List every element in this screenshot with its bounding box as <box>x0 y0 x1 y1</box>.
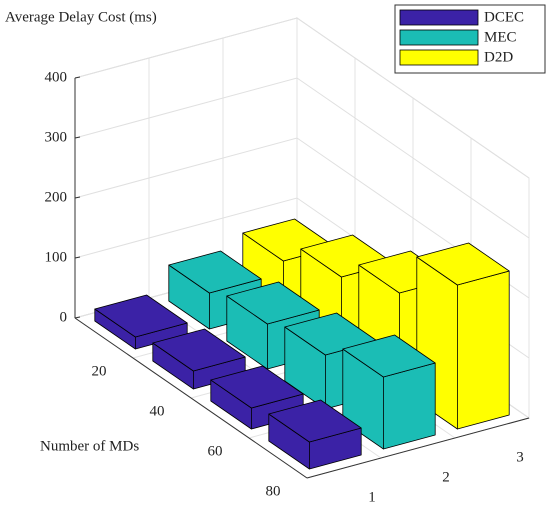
bar-top <box>268 399 362 443</box>
x-tick-label: 40 <box>150 403 165 419</box>
depth-tick-label: 1 <box>368 489 376 505</box>
y-tick-label: 300 <box>45 129 68 145</box>
y-tick-label: 400 <box>45 69 68 85</box>
legend-swatch <box>399 29 479 46</box>
legend-label: D2D <box>484 49 513 65</box>
y-tick <box>74 76 81 79</box>
y-tick <box>74 256 81 259</box>
bar-front <box>456 270 510 430</box>
y-tick-label: 0 <box>60 309 68 325</box>
x-axis <box>74 317 308 479</box>
y-tick <box>74 196 81 199</box>
depth-axis <box>306 417 530 479</box>
y-tick-label: 100 <box>45 249 68 265</box>
x-tick-label: 60 <box>208 443 223 459</box>
depth-tick-label: 2 <box>442 469 450 485</box>
x-tick-label: 80 <box>266 483 281 499</box>
legend-swatch <box>399 49 479 66</box>
y-tick-label: 200 <box>45 189 68 205</box>
legend-swatch <box>399 9 479 26</box>
y-tick <box>74 136 81 139</box>
bar-top <box>94 294 188 338</box>
grid-line <box>74 137 530 299</box>
grid-line <box>74 17 530 179</box>
grid-line <box>74 77 530 239</box>
bar-top <box>168 250 262 294</box>
bar-top <box>210 365 304 409</box>
x-axis-label: Number of MDs <box>40 438 139 454</box>
bar-front <box>382 362 436 450</box>
x-tick-label: 20 <box>92 363 107 379</box>
legend-label: DCEC <box>484 9 524 25</box>
bar-top <box>226 281 320 325</box>
legend-label: MEC <box>484 29 517 45</box>
depth-tick-label: 3 <box>516 449 524 465</box>
bar-top <box>152 328 246 372</box>
bar-top <box>342 334 436 378</box>
bar-top <box>416 242 510 286</box>
chart-title: Average Delay Cost (ms) <box>5 9 157 25</box>
y-tick <box>74 316 81 319</box>
